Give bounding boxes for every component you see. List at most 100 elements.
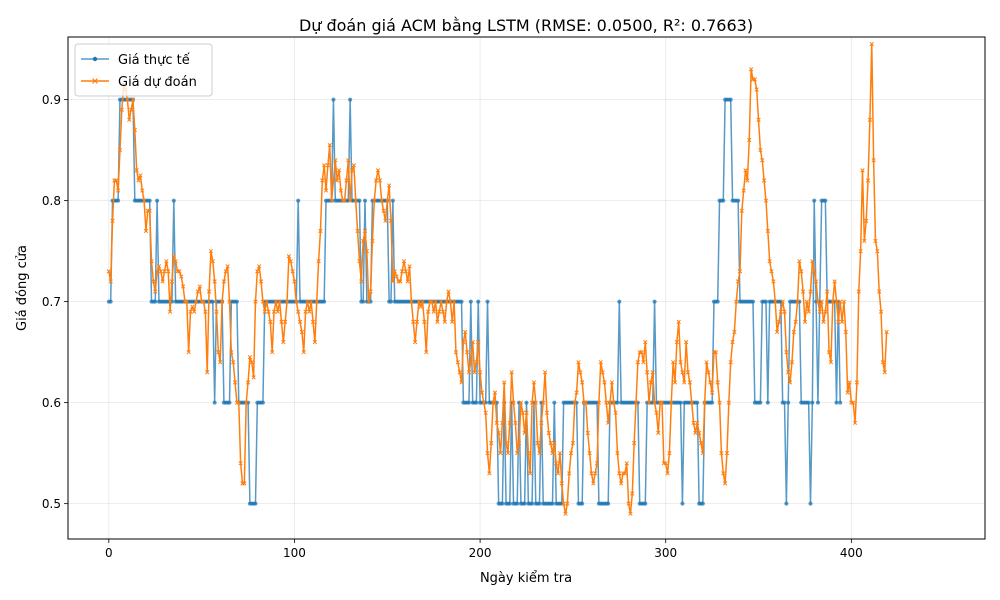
data-point: [277, 299, 282, 304]
data-point: [143, 228, 149, 234]
data-point: [141, 198, 147, 203]
data-point: [481, 400, 486, 405]
data-point: [477, 370, 483, 375]
x-tick-label: 400: [840, 546, 863, 560]
data-point: [683, 339, 689, 345]
data-point: [162, 269, 167, 274]
x-tick-label: 100: [283, 546, 306, 560]
data-point: [721, 198, 726, 203]
data-point: [741, 188, 746, 193]
data-point: [828, 360, 834, 365]
data-point: [225, 264, 230, 269]
data-point: [511, 400, 516, 405]
data-point: [474, 360, 479, 365]
data-point: [385, 198, 390, 203]
data-point: [613, 410, 618, 415]
data-point: [550, 501, 555, 506]
data-point: [470, 339, 475, 345]
data-point: [357, 198, 362, 203]
data-point: [652, 299, 657, 304]
data-point: [782, 309, 787, 314]
data-point: [446, 289, 451, 294]
data-point: [843, 329, 848, 335]
data-point: [815, 299, 821, 304]
data-point: [743, 168, 748, 173]
data-point: [812, 269, 817, 274]
data-point: [114, 178, 119, 183]
data-point: [127, 117, 132, 122]
data-point: [836, 319, 841, 324]
data-point: [524, 400, 529, 405]
data-point: [784, 349, 789, 355]
data-point: [479, 390, 485, 395]
data-point: [412, 339, 418, 345]
data-point: [726, 400, 731, 405]
data-point: [155, 198, 160, 203]
data-point: [227, 400, 232, 405]
data-point: [119, 107, 124, 112]
data-point: [628, 511, 633, 516]
data-point: [554, 461, 559, 466]
data-point: [307, 309, 312, 314]
data-point: [212, 400, 217, 405]
data-point: [635, 360, 641, 365]
data-point: [715, 380, 720, 385]
x-tick-label: 0: [105, 546, 113, 560]
data-point: [216, 349, 221, 355]
data-point: [388, 218, 394, 223]
data-point: [312, 339, 318, 345]
data-point: [722, 481, 728, 486]
data-point: [747, 137, 752, 143]
data-point: [530, 501, 535, 506]
data-point: [867, 117, 873, 122]
data-point: [708, 380, 713, 385]
data-point: [335, 178, 340, 183]
data-point: [399, 269, 405, 274]
data-point: [342, 198, 347, 203]
data-point: [645, 370, 650, 375]
data-point: [875, 248, 880, 254]
data-point: [257, 264, 262, 269]
data-point: [565, 501, 570, 506]
data-point: [869, 41, 874, 47]
data-point: [641, 360, 646, 365]
data-point: [795, 299, 800, 304]
data-point: [580, 380, 585, 385]
data-point: [667, 450, 672, 456]
plot-frame: [67, 36, 986, 540]
data-point: [245, 380, 251, 385]
data-point: [359, 279, 364, 284]
data-point: [862, 238, 867, 244]
data-point: [363, 198, 367, 203]
data-point: [138, 173, 143, 178]
data-point: [438, 299, 444, 304]
data-point: [193, 299, 199, 304]
data-point: [214, 309, 219, 314]
data-point: [476, 339, 481, 345]
data-point: [329, 198, 334, 203]
data-point: [420, 299, 425, 304]
data-point: [687, 380, 693, 385]
data-point: [572, 400, 577, 405]
data-point: [444, 299, 449, 304]
data-point: [773, 299, 778, 304]
data-point: [526, 450, 531, 456]
data-point: [303, 309, 308, 314]
data-point: [110, 218, 115, 223]
data-point: [715, 299, 720, 304]
data-point: [624, 461, 629, 466]
data-point: [819, 299, 824, 304]
data-point: [576, 360, 581, 365]
data-point: [851, 400, 856, 405]
data-point: [878, 309, 884, 314]
data-point: [633, 400, 639, 405]
data-point: [739, 208, 744, 213]
data-point: [550, 450, 555, 456]
data-point: [745, 178, 750, 183]
data-point: [416, 299, 421, 304]
y-tick-label: 0.5: [42, 497, 61, 511]
data-point: [730, 339, 735, 345]
data-point: [180, 284, 186, 289]
data-point: [296, 309, 301, 314]
